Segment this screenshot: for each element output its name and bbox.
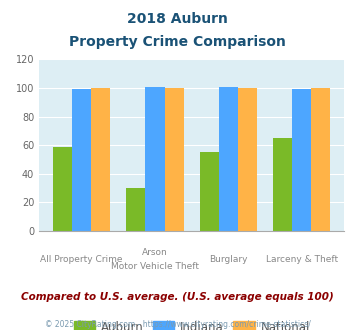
Text: 2018 Auburn: 2018 Auburn <box>127 12 228 25</box>
Bar <box>219 86 238 231</box>
Text: Burglary: Burglary <box>209 255 248 264</box>
Text: Larceny & Theft: Larceny & Theft <box>266 255 338 264</box>
Bar <box>91 88 110 231</box>
Bar <box>126 188 146 231</box>
Bar <box>146 86 164 231</box>
Text: Motor Vehicle Theft: Motor Vehicle Theft <box>111 262 199 271</box>
Bar <box>164 88 184 231</box>
Text: Arson: Arson <box>142 248 168 257</box>
Text: Property Crime Comparison: Property Crime Comparison <box>69 35 286 49</box>
Bar <box>53 147 72 231</box>
Bar <box>72 89 91 231</box>
Bar <box>311 88 331 231</box>
Text: Compared to U.S. average. (U.S. average equals 100): Compared to U.S. average. (U.S. average … <box>21 292 334 302</box>
Bar <box>238 88 257 231</box>
Bar <box>273 138 292 231</box>
Text: © 2025 CityRating.com - https://www.cityrating.com/crime-statistics/: © 2025 CityRating.com - https://www.city… <box>45 320 310 329</box>
Bar <box>200 152 219 231</box>
Text: All Property Crime: All Property Crime <box>40 255 123 264</box>
Legend: Auburn, Indiana, National: Auburn, Indiana, National <box>69 316 315 330</box>
Bar <box>292 89 311 231</box>
